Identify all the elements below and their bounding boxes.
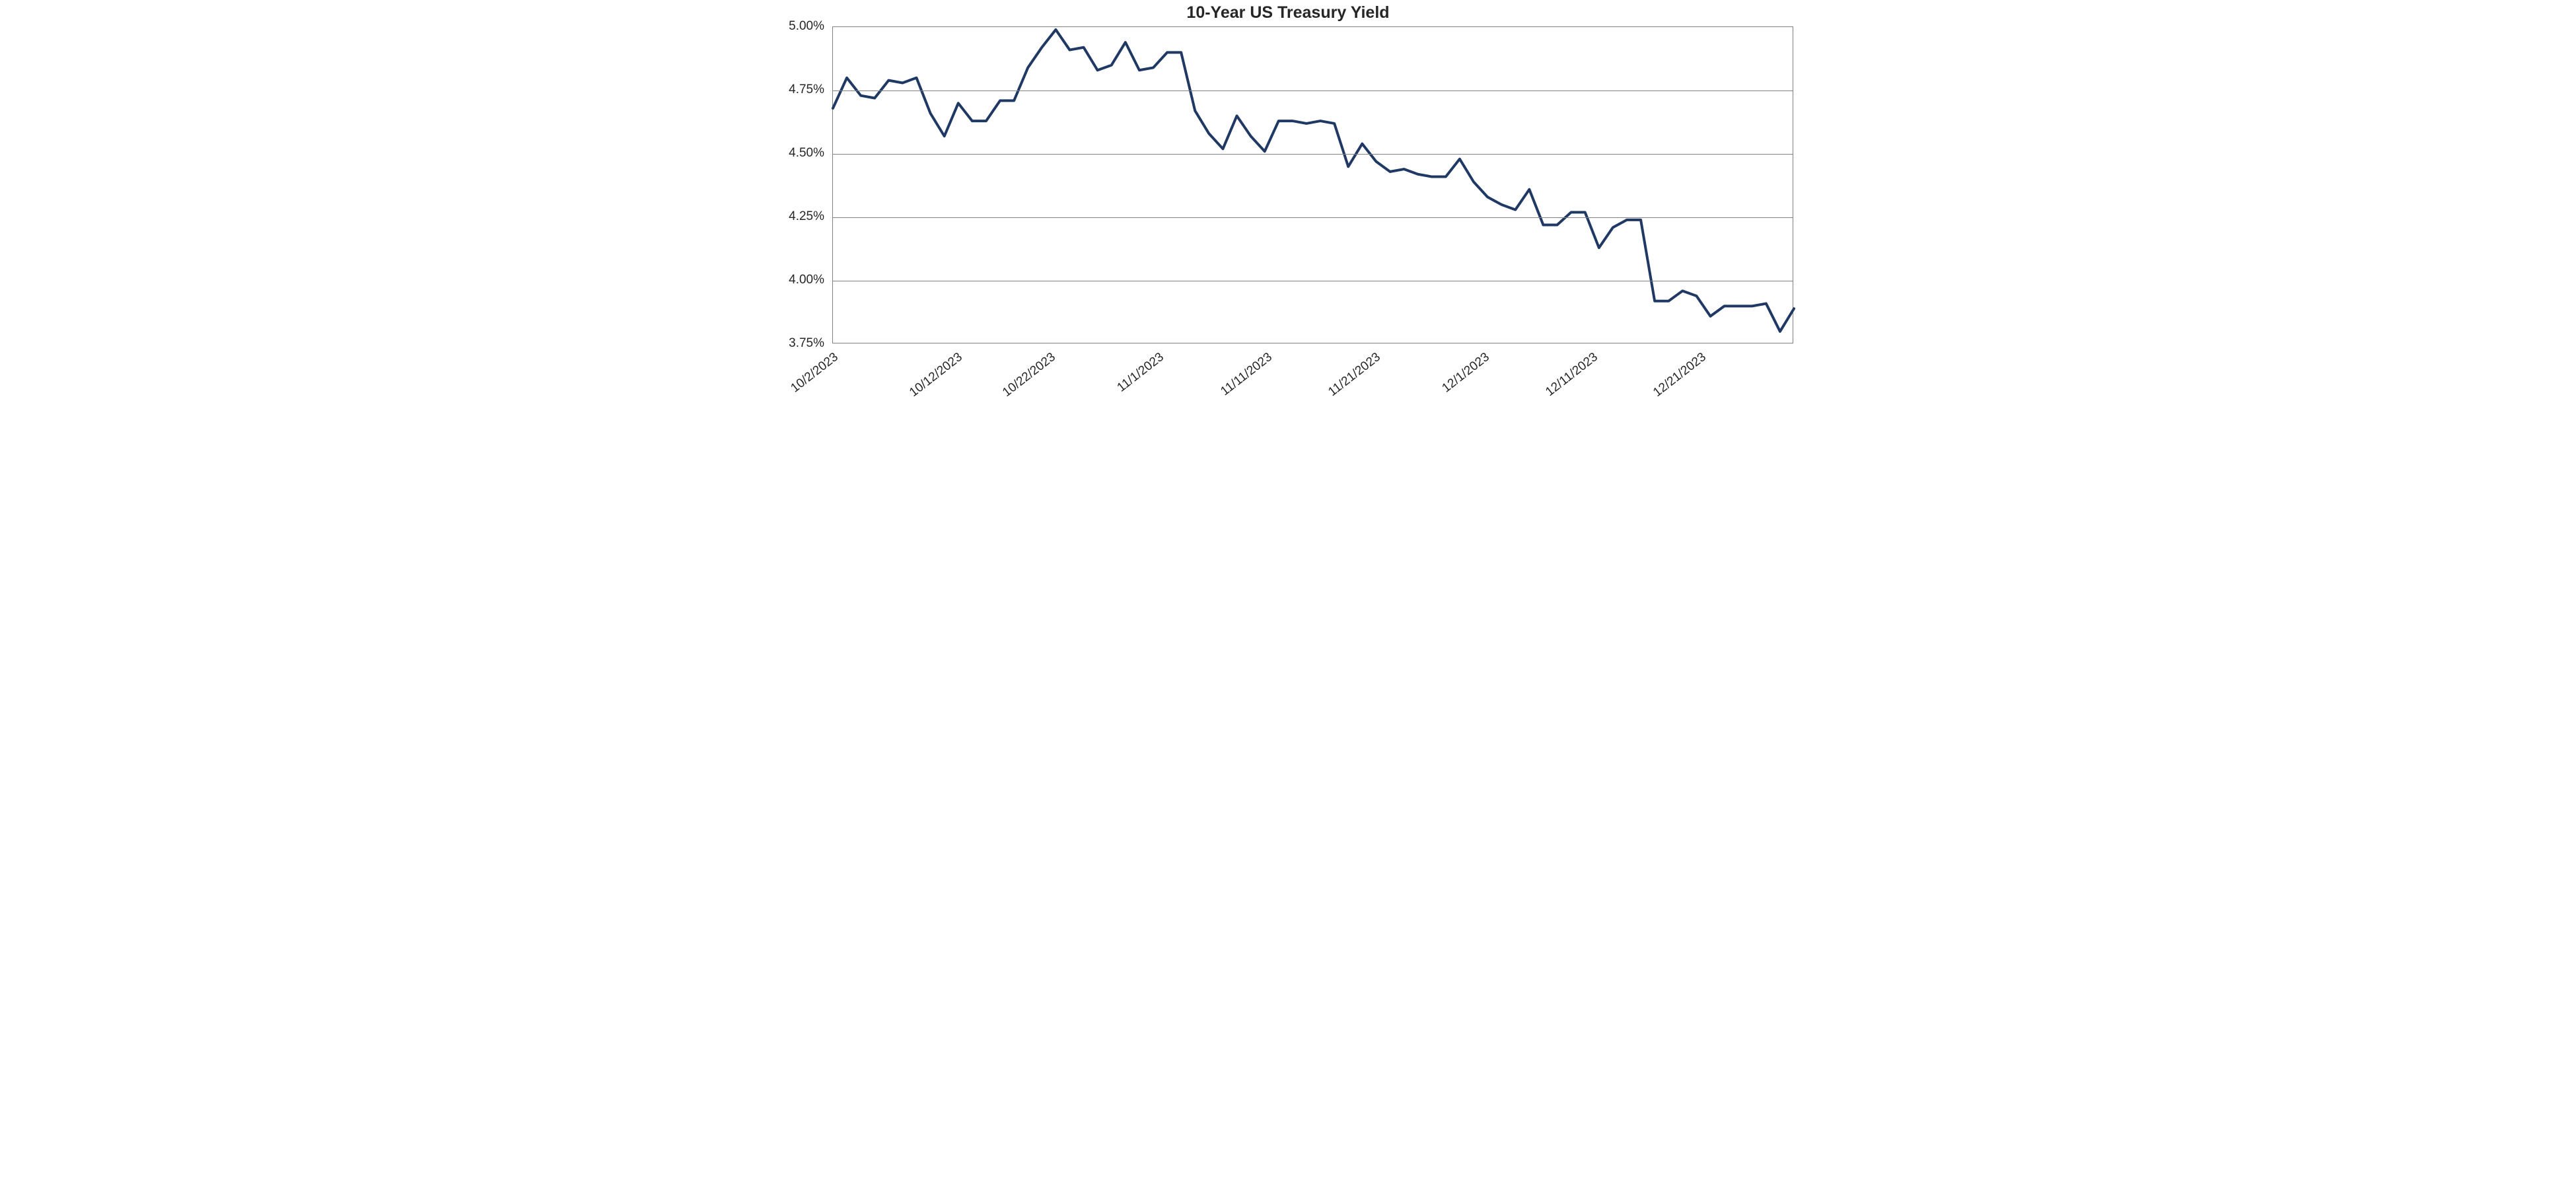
treasury-yield-chart: 10-Year US Treasury Yield 3.75% 4.00% 4.25… (773, 0, 1803, 474)
x-tick-label: 11/21/2023 (1326, 350, 1384, 400)
x-tick-label: 11/11/2023 (1218, 350, 1275, 399)
x-tick-label: 11/1/2023 (1114, 350, 1166, 396)
y-tick-label: 4.25% (773, 209, 824, 224)
x-tick-label: 10/22/2023 (1000, 350, 1058, 400)
grid-line (833, 217, 1793, 218)
x-tick-label: 10/2/2023 (788, 350, 841, 396)
y-tick-label: 4.00% (773, 273, 824, 287)
x-tick-label: 10/12/2023 (907, 350, 965, 400)
x-tick-label: 12/21/2023 (1651, 350, 1709, 400)
y-tick-label: 5.00% (773, 19, 824, 34)
grid-line (833, 154, 1793, 155)
yield-line-path (833, 30, 1794, 332)
yield-line (833, 27, 1794, 344)
y-tick-label: 4.50% (773, 146, 824, 161)
x-tick-label: 12/11/2023 (1543, 350, 1600, 400)
x-tick-label: 12/1/2023 (1439, 350, 1492, 396)
grid-line (833, 90, 1793, 91)
y-tick-label: 3.75% (773, 336, 824, 351)
chart-title: 10-Year US Treasury Yield (773, 3, 1803, 22)
plot-area (832, 26, 1793, 343)
y-tick-label: 4.75% (773, 83, 824, 97)
